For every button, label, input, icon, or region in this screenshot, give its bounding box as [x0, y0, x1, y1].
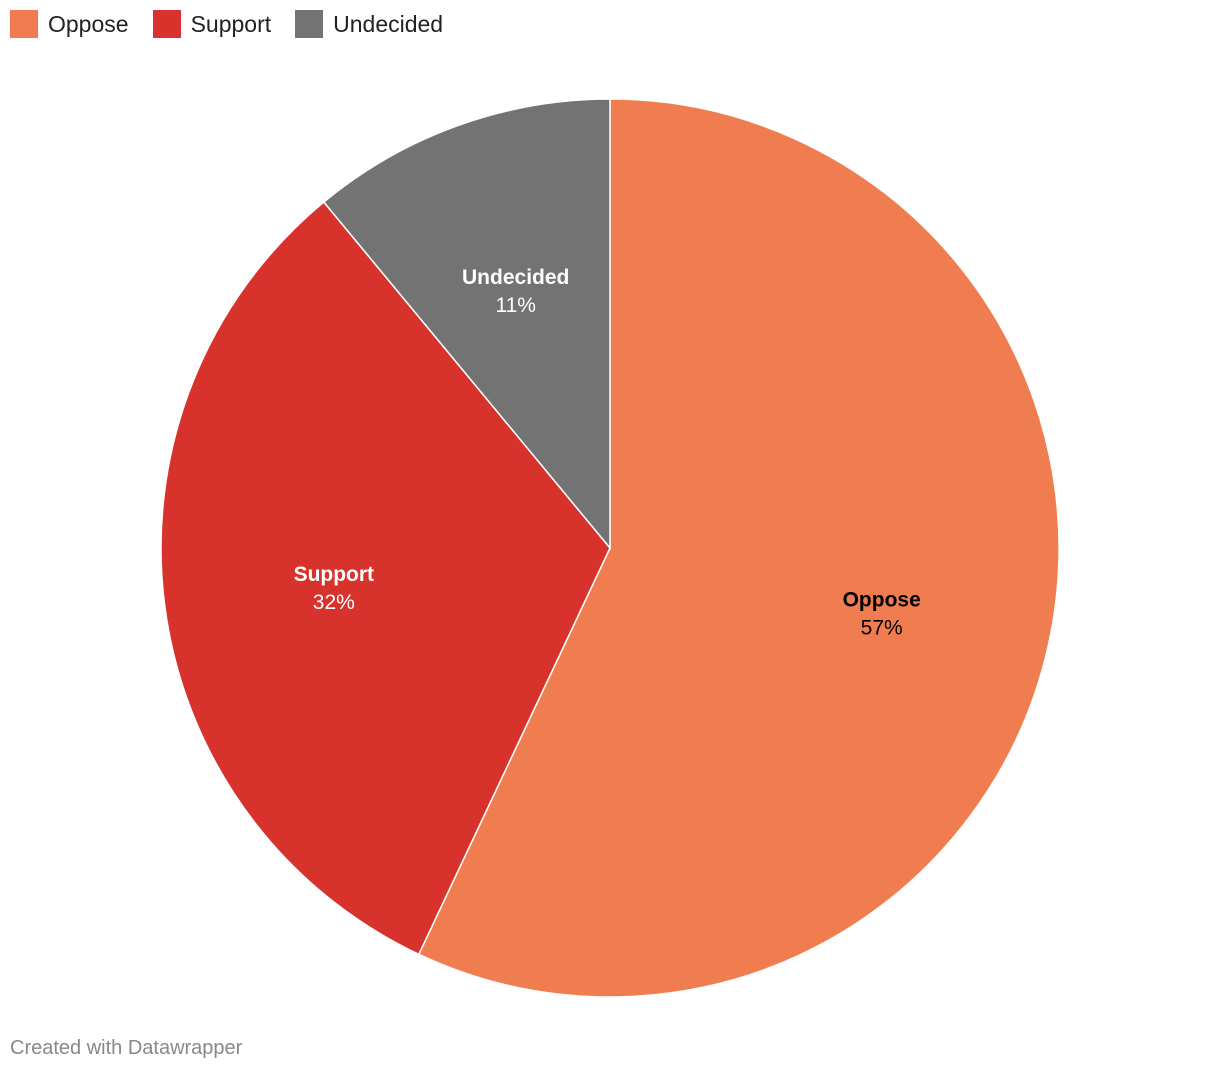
pie-slice-oppose	[417, 98, 1060, 998]
pie-slice-undecided	[322, 98, 611, 551]
footer-credit: Created with Datawrapper	[10, 1037, 243, 1059]
legend-label-undecided: Undecided	[333, 11, 444, 37]
legend-item-undecided: Undecided	[295, 10, 443, 38]
pie-labels: Oppose 57% Support 32% Undecided 11%	[294, 266, 921, 640]
pie-value-undecided: 11%	[495, 294, 535, 317]
legend-swatch-undecided	[295, 10, 324, 38]
chart-legend: Oppose Support Undecided	[10, 9, 467, 39]
pie-slices	[160, 98, 1060, 998]
pie-slice-support	[160, 200, 611, 956]
legend-swatch-oppose	[10, 10, 38, 38]
pie-value-oppose: 57%	[861, 617, 903, 640]
legend-item-support: Support	[152, 10, 272, 38]
pie-value-support: 32%	[313, 591, 355, 614]
legend-label-oppose: Oppose	[48, 11, 129, 37]
pie-label-support: Support	[294, 563, 374, 586]
legend-label-support: Support	[190, 11, 272, 37]
legend-swatch-support	[152, 10, 181, 38]
legend-item-oppose: Oppose	[10, 10, 129, 38]
pie-label-undecided: Undecided	[462, 266, 569, 289]
pie-label-oppose: Oppose	[843, 589, 921, 612]
